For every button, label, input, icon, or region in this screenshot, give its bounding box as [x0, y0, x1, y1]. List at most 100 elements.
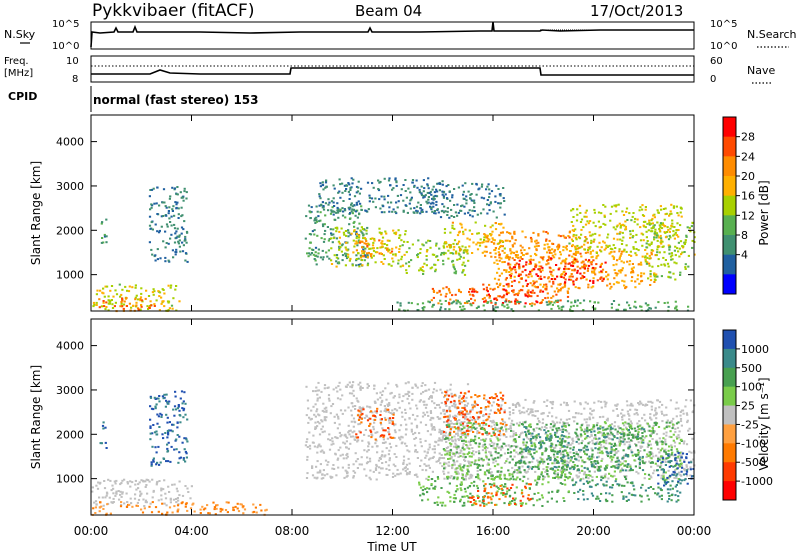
data-cell: [612, 244, 615, 247]
data-cell: [489, 472, 492, 474]
data-cell: [429, 433, 432, 436]
data-cell: [176, 421, 179, 424]
data-cell: [689, 474, 692, 477]
data-cell: [163, 292, 166, 295]
data-cell: [685, 234, 688, 237]
data-cell: [442, 287, 445, 290]
data-cell: [447, 464, 450, 467]
data-cell: [602, 204, 605, 206]
data-cell: [158, 463, 161, 466]
data-cell: [643, 413, 646, 416]
data-cell: [525, 285, 529, 287]
data-cell: [551, 254, 554, 257]
data-cell: [610, 455, 613, 458]
data-cell: [137, 308, 140, 311]
data-cell: [649, 279, 653, 282]
data-cell: [429, 246, 432, 249]
data-cell: [402, 184, 405, 186]
data-cell: [401, 441, 404, 444]
data-cell: [528, 273, 531, 276]
data-cell: [363, 250, 366, 253]
data-cell: [454, 406, 457, 409]
data-cell: [165, 206, 168, 209]
data-cell: [394, 233, 397, 236]
data-cell: [569, 472, 572, 475]
data-cell: [617, 425, 620, 428]
data-cell: [661, 412, 664, 415]
data-cell: [364, 255, 367, 258]
data-cell: [432, 455, 435, 458]
data-cell: [499, 446, 502, 449]
data-cell: [611, 433, 614, 436]
data-cell: [166, 447, 169, 450]
data-cell: [658, 245, 661, 248]
data-cell: [326, 255, 329, 258]
data-cell: [448, 453, 451, 456]
data-cell: [609, 212, 612, 215]
data-cell: [656, 399, 659, 402]
data-cell: [483, 309, 486, 312]
data-cell: [415, 426, 419, 429]
data-cell: [150, 203, 153, 206]
data-cell: [554, 446, 557, 449]
data-cell: [466, 302, 469, 304]
data-cell: [569, 308, 572, 311]
data-cell: [556, 301, 559, 303]
data-cell: [166, 450, 169, 453]
data-cell: [597, 301, 600, 304]
data-cell: [394, 474, 397, 477]
data-cell: [182, 400, 185, 403]
data-cell: [348, 183, 351, 186]
data-cell: [494, 256, 497, 259]
data-cell: [461, 263, 464, 266]
data-cell: [404, 418, 407, 421]
data-cell: [134, 286, 137, 289]
data-cell: [607, 233, 610, 236]
data-cell: [534, 263, 537, 266]
data-cell: [166, 436, 169, 439]
data-cell: [462, 452, 465, 455]
data-cell: [415, 179, 418, 182]
data-cell: [101, 496, 104, 499]
data-cell: [662, 223, 665, 226]
data-cell: [386, 403, 389, 406]
data-cell: [572, 259, 575, 262]
data-cell: [366, 386, 369, 389]
data-cell: [425, 477, 428, 480]
data-cell: [613, 269, 616, 272]
data-cell: [429, 412, 433, 414]
data-cell: [548, 251, 551, 254]
data-cell: [582, 299, 586, 302]
data-cell: [351, 182, 354, 185]
data-cell: [382, 254, 385, 257]
data-cell: [422, 273, 425, 275]
data-cell: [319, 185, 322, 188]
data-cell: [338, 247, 341, 250]
data-cell: [634, 280, 637, 283]
power-ylabel: Slant Range [km]: [29, 161, 43, 265]
data-cell: [474, 422, 477, 425]
data-cell: [493, 277, 497, 280]
data-cell: [612, 258, 615, 260]
data-cell: [674, 407, 677, 410]
data-cell: [497, 446, 500, 449]
data-cell: [352, 394, 355, 397]
data-cell: [618, 250, 621, 253]
data-cell: [340, 227, 343, 230]
data-cell: [329, 237, 333, 240]
data-cell: [676, 437, 679, 440]
data-cell: [444, 300, 447, 302]
data-cell: [651, 401, 654, 404]
data-cell: [510, 300, 513, 303]
search-tick-top: 10^5: [710, 19, 737, 30]
data-cell: [476, 241, 479, 244]
data-cell: [128, 503, 131, 506]
data-cell: [521, 431, 524, 434]
data-cell: [663, 225, 666, 228]
data-cell: [596, 438, 599, 441]
data-cell: [481, 298, 484, 300]
data-cell: [521, 246, 524, 249]
data-cell: [667, 276, 671, 279]
data-cell: [104, 441, 107, 444]
data-cell: [612, 226, 615, 229]
